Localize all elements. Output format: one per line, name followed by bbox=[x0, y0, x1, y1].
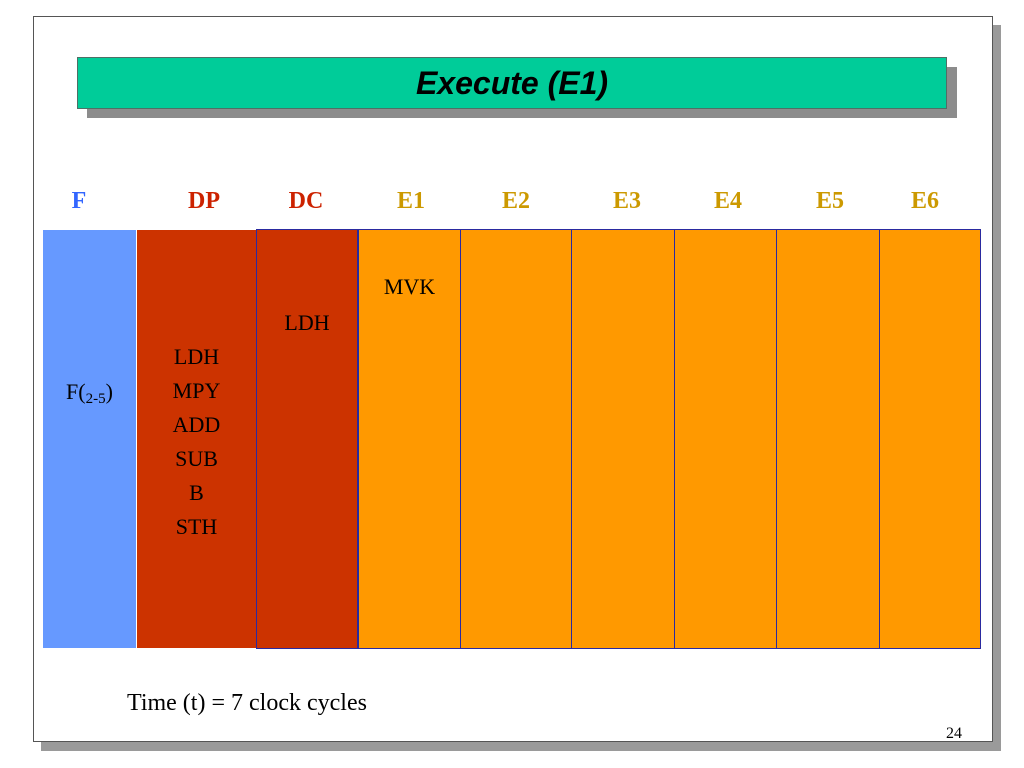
execute-e1-instruction: MVK bbox=[383, 274, 436, 299]
dispatch-instruction-list: LDH MPY ADD SUB B STH bbox=[137, 340, 256, 544]
dp-instruction: SUB bbox=[175, 446, 218, 471]
dp-instruction: ADD bbox=[172, 412, 221, 437]
pipeline-column-dc: LDH bbox=[256, 229, 358, 649]
decode-instruction: LDH bbox=[284, 310, 330, 335]
pipeline-column-f: F(2-5) bbox=[43, 230, 136, 648]
pipeline-column-e1: MVK bbox=[358, 229, 461, 649]
pipeline-column-e6 bbox=[879, 229, 981, 649]
page-number: 24 bbox=[946, 725, 962, 742]
stage-header-e3: E3 bbox=[612, 188, 642, 214]
dp-instruction: B bbox=[189, 480, 204, 505]
fetch-packets-label: F(2-5) bbox=[66, 379, 113, 407]
stage-header-dp: DP bbox=[188, 188, 220, 214]
title-bar: Execute (E1) bbox=[77, 57, 947, 109]
pipeline-column-e5 bbox=[776, 229, 880, 649]
stage-header-dc: DC bbox=[288, 188, 324, 214]
time-caption: Time (t) = 7 clock cycles bbox=[127, 690, 367, 716]
stage-header-e5: E5 bbox=[815, 188, 845, 214]
pipeline-column-dp: LDH MPY ADD SUB B STH bbox=[137, 230, 256, 648]
stage-header-e4: E4 bbox=[713, 188, 743, 214]
dp-instruction: LDH bbox=[173, 344, 220, 369]
pipeline-column-e3 bbox=[571, 229, 675, 649]
stage-header-f: F bbox=[71, 188, 87, 214]
dp-instruction: STH bbox=[175, 514, 218, 539]
stage-header-e2: E2 bbox=[501, 188, 531, 214]
pipeline-column-e2 bbox=[460, 229, 572, 649]
pipeline-column-e4 bbox=[674, 229, 777, 649]
stage-header-e1: E1 bbox=[396, 188, 426, 214]
stage-header-e6: E6 bbox=[910, 188, 940, 214]
dp-instruction: MPY bbox=[172, 378, 221, 403]
slide-title: Execute (E1) bbox=[415, 64, 609, 101]
